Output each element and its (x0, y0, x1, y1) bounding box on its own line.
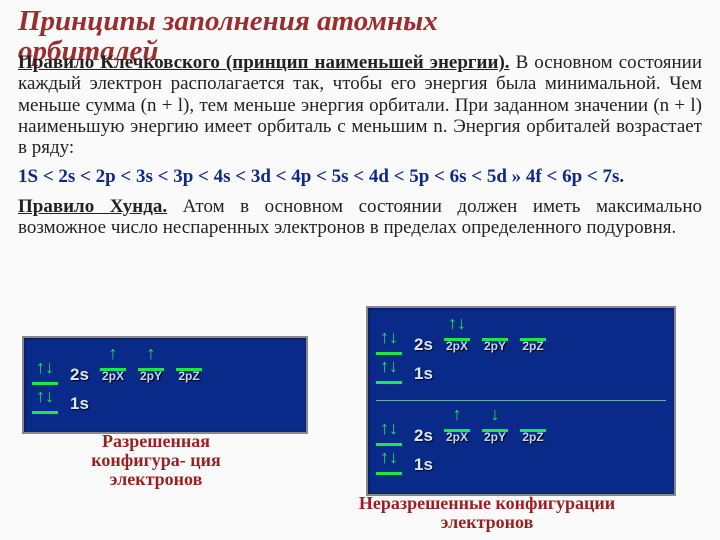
arrow-up-icon (147, 344, 156, 362)
orbital-box (482, 405, 508, 432)
arrow-down-icon (457, 314, 466, 332)
arrow-down-icon (45, 358, 54, 376)
orbital-box (376, 448, 402, 475)
arrow-up-icon (109, 344, 118, 362)
arrow-down-icon (45, 387, 54, 405)
orbital-box (482, 314, 508, 341)
arrow-down-icon (389, 328, 398, 346)
arrow-up-icon (380, 448, 389, 466)
arrow-down-icon (389, 419, 398, 437)
arrow-down-icon (491, 405, 500, 423)
orbital-row: 1s (376, 357, 666, 384)
arrow-up-icon (380, 357, 389, 375)
body-text: Правило Клечковского (принцип наименьшей… (18, 52, 702, 238)
shell-label: 2s (70, 365, 94, 385)
shell-label: 2s (414, 335, 438, 355)
orbital-row: 1s (32, 387, 298, 414)
orbital-box (32, 387, 58, 414)
shell-label: 2s (414, 426, 438, 446)
shell-label: 1s (414, 364, 438, 384)
orbital-box (376, 419, 402, 446)
orbital-row: 2s (376, 314, 666, 355)
rule2-lead: Правило Хунда. (18, 196, 167, 217)
caption-forbidden: Неразрешенные конфигурации электронов (322, 494, 652, 532)
arrow-up-icon (380, 328, 389, 346)
arrow-up-icon (380, 419, 389, 437)
orbital-box (376, 328, 402, 355)
orbital-box (520, 405, 546, 432)
energy-series: 1S < 2s < 2p < 3s < 3p < 4s < 3d < 4p < … (18, 166, 702, 187)
arrow-up-icon (448, 314, 457, 332)
arrow-up-icon (453, 405, 462, 423)
arrow-up-icon (36, 387, 45, 405)
orbital-box (376, 357, 402, 384)
rule1-lead: Правило Клечковского (принцип наименьшей… (18, 52, 510, 73)
orbital-box (32, 358, 58, 385)
orbital-box (176, 344, 202, 371)
orbital-row: 2s (376, 405, 666, 446)
shell-label: 1s (414, 455, 438, 475)
orbital-box (100, 344, 126, 371)
caption-allowed: Разрешенная конфигура- ция электронов (56, 432, 256, 489)
orbital-box (444, 314, 470, 341)
orbital-box (138, 344, 164, 371)
shell-label: 1s (70, 394, 94, 414)
orbital-row: 2s (32, 344, 298, 385)
orbital-box (520, 314, 546, 341)
config-panel: 2s1s (22, 336, 308, 434)
orbital-row: 1s (376, 448, 666, 475)
arrow-up-icon (36, 358, 45, 376)
config-panel: 2s 1s 2s 1s (366, 306, 676, 496)
arrow-down-icon (389, 448, 398, 466)
arrow-down-icon (389, 357, 398, 375)
orbital-box (444, 405, 470, 432)
